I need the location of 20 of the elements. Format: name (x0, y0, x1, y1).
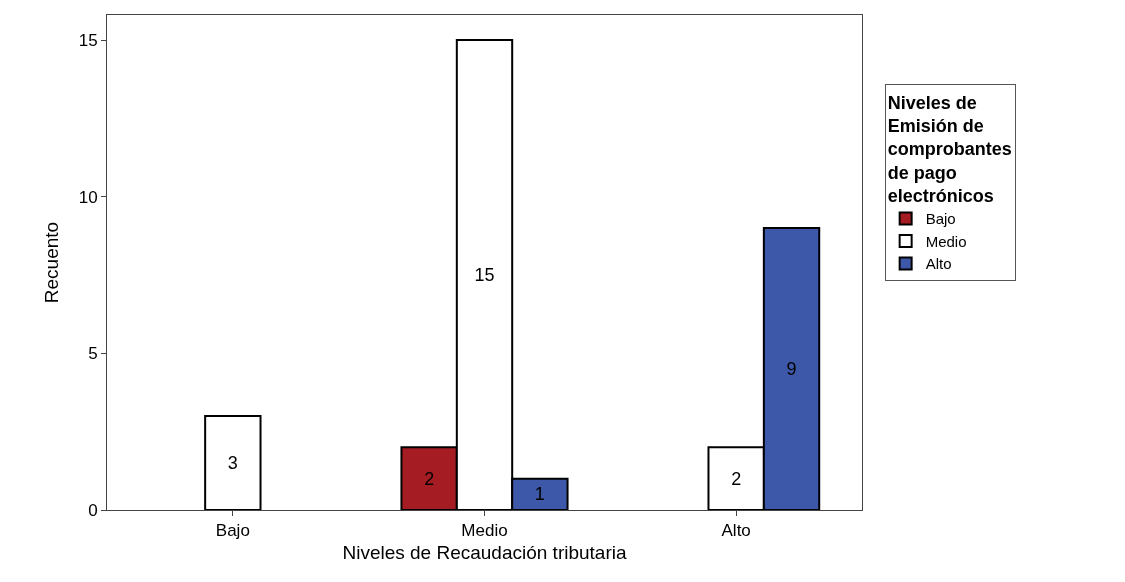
x-tick-label: Bajo (215, 521, 250, 541)
data-label: 9 (786, 359, 797, 380)
x-tick-label: Medio (461, 521, 508, 541)
data-label: 15 (474, 265, 495, 286)
data-label: 2 (731, 468, 742, 489)
y-tick-label: 5 (88, 344, 98, 364)
data-label: 1 (534, 484, 545, 505)
x-tick-label: Alto (721, 521, 751, 541)
data-label: 2 (424, 468, 435, 489)
legend-label: Bajo (925, 210, 956, 228)
legend-label: Alto (925, 255, 952, 273)
legend-label: Medio (925, 232, 967, 250)
y-tick-label: 0 (88, 500, 98, 520)
y-tick-label: 15 (78, 31, 98, 51)
y-tick-label: 10 (78, 187, 98, 207)
bar (204, 415, 262, 510)
x-axis-title: Niveles de Recaudación tributaria (342, 542, 627, 564)
legend-title: Niveles de Emisión de comprobantes de pago electrónicos (887, 92, 1012, 207)
data-label: 3 (227, 453, 238, 474)
y-axis-title: Recuento (40, 221, 62, 304)
